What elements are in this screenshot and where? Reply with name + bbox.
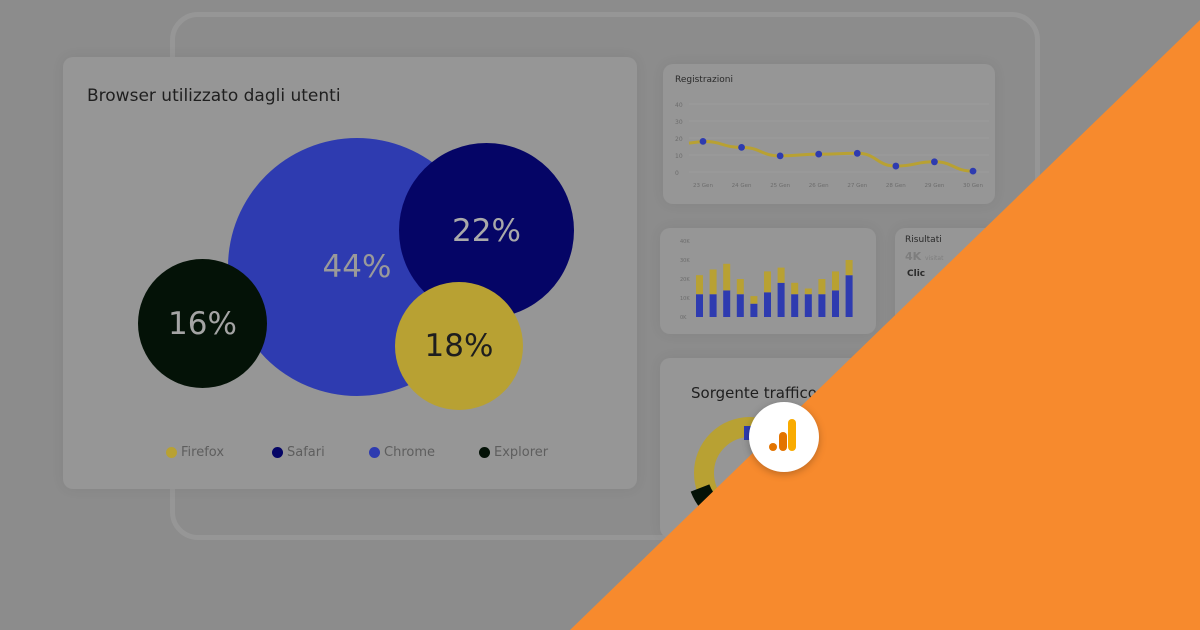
y-tick-label: 0 [675, 170, 679, 177]
results-value-suffix: visitat [925, 255, 944, 262]
results-title: Risultati [905, 235, 942, 245]
legend-label-chrome: Chrome [384, 445, 435, 460]
stacked-bar-card: 0K 10K 20K 30K 40K [660, 228, 876, 334]
y-tick-label: 30 [675, 119, 683, 126]
bar-segment-blue [709, 294, 717, 317]
legend-label-firefox: Firefox [181, 445, 225, 460]
legend-item-firefox: Firefox [166, 445, 224, 460]
registrations-point [699, 138, 707, 145]
bar-segment-blue [723, 290, 731, 317]
bubble-label-firefox: 18% [424, 328, 494, 364]
legend-dot-explorer [479, 447, 490, 458]
bubble-label-chrome: 44% [322, 249, 392, 285]
x-tick-label: 24 Gen [732, 183, 752, 189]
bar-segment-blue [777, 282, 785, 317]
bar-segment-gold [777, 267, 785, 283]
legend-dot-chrome [369, 447, 380, 458]
legend-label-safari: Safari [287, 445, 325, 460]
bar-y-tick-label: 20K [680, 277, 690, 283]
legend-item-safari: Safari [272, 445, 325, 460]
bar-segment-gold [804, 288, 812, 295]
logo-bar-mid [779, 432, 787, 451]
bar-y-tick-label: 10K [680, 296, 690, 302]
analytics-bars-icon [769, 419, 796, 451]
bar-segment-blue [750, 303, 758, 317]
legend-dot-safari [272, 447, 283, 458]
bubble-explorer: 16% [138, 259, 267, 388]
bar-segment-blue [736, 294, 744, 317]
registrations-point [931, 158, 938, 166]
x-tick-label: 26 Gen [809, 183, 829, 189]
bar-segment-blue [832, 290, 839, 317]
registrations-point [969, 167, 977, 175]
bar-y-tick-label: 30K [680, 258, 690, 264]
bar-segment-gold [764, 271, 771, 293]
browser-usage-card: Browser utilizzato dagli utenti 44% 22% … [63, 57, 637, 489]
bar-segment-gold [696, 275, 703, 295]
bar-segment-gold [818, 279, 826, 295]
legend-item-explorer: Explorer [479, 445, 548, 460]
bar-y-tick-label: 40K [680, 239, 690, 245]
bar-segment-blue [764, 292, 771, 317]
x-tick-label: 27 Gen [847, 183, 867, 189]
bar-segment-blue [845, 275, 853, 317]
traffic-donut-marker [744, 426, 752, 440]
bar-segment-blue [696, 294, 703, 317]
legend-label-explorer: Explorer [494, 445, 549, 460]
results-value: 4K visitat [905, 250, 943, 263]
results-clicks: Clic [907, 269, 926, 279]
registrations-point [738, 143, 745, 151]
registrations-title: Registrazioni [675, 75, 733, 85]
traffic-title: Sorgente traffico [691, 384, 817, 402]
orange-triangle [570, 20, 1200, 630]
registrations-point [892, 162, 900, 170]
bar-segment-gold [832, 271, 839, 291]
registrations-card: Registrazioni 0 10 20 30 40 23 Gen 24 Gen 25 Ge… [663, 64, 995, 204]
bar-segment-gold [709, 269, 717, 295]
analytics-logo-badge [749, 402, 819, 472]
y-tick-label: 20 [675, 136, 683, 143]
legend-dot-firefox [166, 447, 177, 458]
registrations-point [815, 150, 823, 158]
y-tick-label: 10 [675, 153, 683, 160]
results-value-number: 4K [905, 250, 922, 263]
x-tick-label: 30 Gen [963, 183, 983, 189]
x-tick-label: 28 Gen [886, 183, 906, 189]
bar-segment-blue [818, 294, 826, 317]
bar-segment-gold [791, 282, 799, 295]
bar-segment-gold [750, 296, 758, 304]
browser-card-title: Browser utilizzato dagli utenti [87, 86, 341, 106]
legend-item-chrome: Chrome [369, 445, 435, 460]
bar-segment-blue [791, 294, 799, 317]
registrations-line-chart: 0 10 20 30 40 23 Gen 24 Gen 25 Gen 26 Gen 27 Gen 2… [675, 102, 989, 189]
stacked-bar-chart: 0K 10K 20K 30K 40K [680, 239, 853, 321]
x-tick-label: 25 Gen [770, 183, 790, 189]
bar-y-tick-label: 0K [680, 315, 687, 321]
bar-segment-blue [804, 294, 812, 317]
registrations-point [776, 152, 784, 160]
logo-dot [769, 443, 777, 451]
bar-segment-gold [845, 260, 853, 276]
x-tick-label: 23 Gen [693, 183, 713, 189]
bubble-label-explorer: 16% [168, 305, 237, 342]
registrations-point [853, 149, 861, 157]
bar-segment-gold [723, 263, 731, 291]
bubble-firefox: 18% [395, 282, 523, 410]
y-tick-label: 40 [675, 102, 683, 109]
x-tick-label: 29 Gen [924, 183, 944, 189]
logo-bar-tall [788, 419, 796, 451]
bar-segment-gold [736, 279, 744, 295]
bubble-label-safari: 22% [452, 212, 521, 249]
